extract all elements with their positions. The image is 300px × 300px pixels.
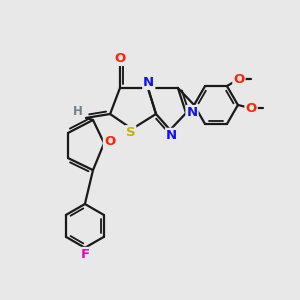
Text: O: O [114, 52, 126, 65]
Text: O: O [245, 102, 257, 115]
Text: O: O [233, 73, 244, 85]
Text: H: H [73, 105, 82, 118]
Text: N: N [186, 106, 198, 119]
Text: N: N [143, 76, 154, 89]
Text: S: S [126, 126, 135, 139]
Text: N: N [166, 129, 177, 142]
Text: F: F [80, 248, 89, 261]
Text: O: O [104, 135, 115, 148]
